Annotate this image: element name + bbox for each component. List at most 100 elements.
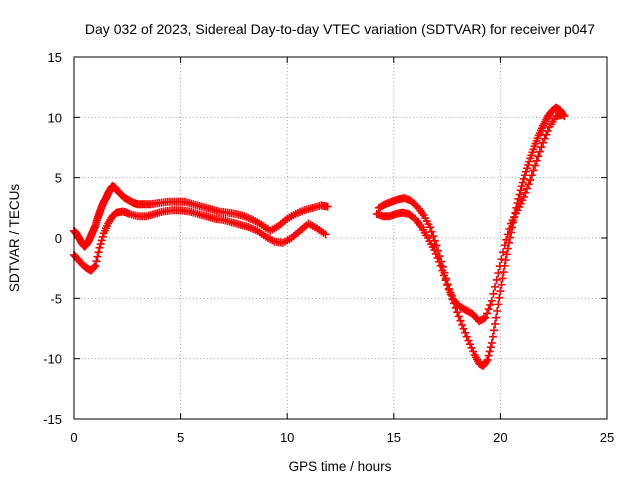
data-point <box>537 143 546 152</box>
data-point <box>97 236 106 245</box>
data-point <box>535 147 544 156</box>
y-tick-label: -5 <box>50 291 62 306</box>
data-point <box>516 186 525 195</box>
x-axis-label: GPS time / hours <box>289 459 392 474</box>
x-tick-label: 0 <box>70 430 77 445</box>
data-point <box>523 184 532 193</box>
data-point <box>534 152 543 161</box>
data-point <box>321 230 330 239</box>
data-point <box>494 268 503 277</box>
x-tick-label: 10 <box>280 430 294 445</box>
data-point <box>487 338 496 347</box>
y-axis-label: SDTVAR / TECUs <box>7 184 22 293</box>
data-point <box>558 110 567 119</box>
data-point <box>500 241 509 250</box>
data-point <box>525 157 534 166</box>
data-point <box>505 224 514 233</box>
data-point <box>323 202 332 211</box>
y-tick-label: 10 <box>48 110 62 125</box>
data-point <box>492 313 501 322</box>
data-point <box>429 232 438 241</box>
data-point <box>495 293 504 302</box>
data-point <box>523 164 532 173</box>
data-point <box>499 268 508 277</box>
data-point <box>498 274 507 283</box>
data-point <box>96 240 105 249</box>
x-tick-label: 5 <box>177 430 184 445</box>
data-point <box>517 182 526 191</box>
data-point <box>532 156 541 165</box>
data-points <box>70 103 569 370</box>
data-point <box>95 243 104 252</box>
data-point <box>527 171 536 180</box>
data-point <box>499 248 508 257</box>
data-point <box>489 289 498 298</box>
data-point <box>486 300 495 309</box>
data-point <box>427 227 436 236</box>
data-point <box>527 151 536 160</box>
data-point <box>495 262 504 271</box>
data-point <box>92 257 101 266</box>
data-point <box>528 148 537 157</box>
data-point <box>491 319 500 328</box>
data-point <box>485 347 494 356</box>
grid-lines <box>74 57 607 419</box>
data-point <box>438 266 447 275</box>
data-point <box>481 313 490 322</box>
data-point <box>490 326 499 335</box>
data-point <box>518 178 527 187</box>
data-point <box>526 176 535 185</box>
data-point <box>520 171 529 180</box>
data-point <box>441 276 450 285</box>
y-tick-label: 0 <box>55 231 62 246</box>
data-point <box>483 355 492 364</box>
series-branch-a <box>70 182 332 251</box>
data-point <box>493 307 502 316</box>
data-point <box>98 232 107 241</box>
data-point <box>483 309 492 318</box>
data-point <box>488 332 497 341</box>
y-tick-label: -15 <box>43 412 62 427</box>
y-tick-label: 15 <box>48 50 62 65</box>
x-tick-labels: 0 5 10 15 20 25 <box>70 430 614 445</box>
data-point <box>524 180 533 189</box>
x-tick-label: 25 <box>600 430 614 445</box>
data-point <box>519 192 528 201</box>
chart-title: Day 032 of 2023, Sidereal Day-to-day VTE… <box>85 21 595 37</box>
data-point <box>524 160 533 169</box>
data-point <box>91 261 100 270</box>
data-point <box>521 167 530 176</box>
data-point <box>519 174 528 183</box>
data-point <box>487 296 496 305</box>
data-point <box>94 248 103 257</box>
data-point <box>93 252 102 261</box>
data-point <box>502 235 511 244</box>
data-point <box>501 256 510 265</box>
y-tick-label: -10 <box>43 352 62 367</box>
data-point <box>496 287 505 296</box>
y-tick-labels: -15 -10 -5 0 5 10 15 <box>43 50 62 427</box>
data-point <box>484 351 493 360</box>
data-point <box>526 154 535 163</box>
data-point <box>453 308 462 317</box>
data-point <box>436 261 445 270</box>
data-point <box>494 300 503 309</box>
data-point <box>497 255 506 264</box>
data-point <box>454 312 463 321</box>
data-point <box>503 230 512 239</box>
data-point <box>531 161 540 170</box>
plot-frame <box>73 56 608 420</box>
data-point <box>503 244 512 253</box>
data-point <box>515 190 524 199</box>
data-point <box>90 262 99 271</box>
data-point <box>486 343 495 352</box>
data-point <box>492 275 501 284</box>
x-tick-label: 15 <box>387 430 401 445</box>
data-point <box>426 223 435 232</box>
data-point <box>439 271 448 280</box>
data-point <box>484 305 493 314</box>
data-point <box>521 188 530 197</box>
y-tick-label: 5 <box>55 171 62 186</box>
data-point <box>497 280 506 289</box>
